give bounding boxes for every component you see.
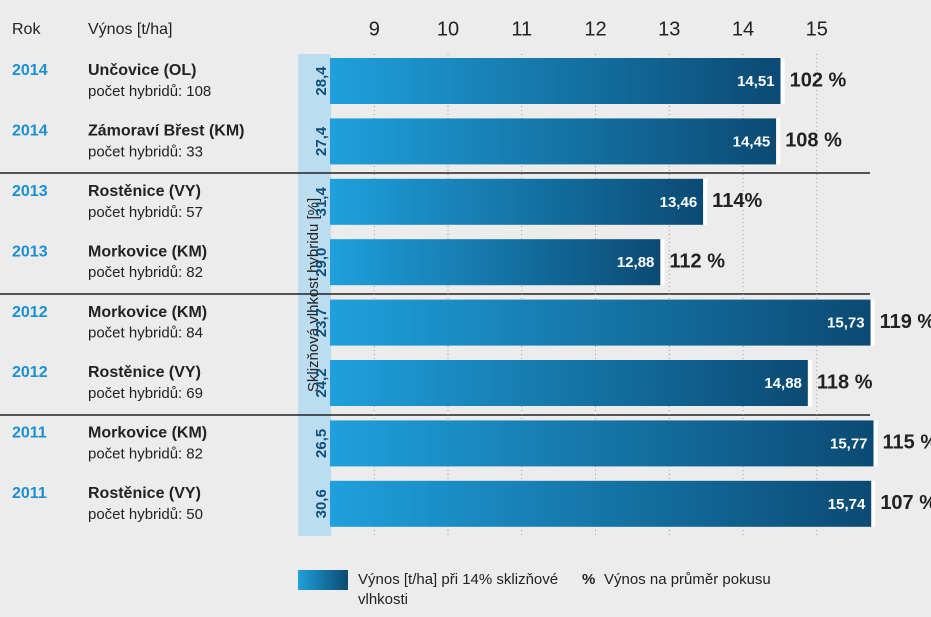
x-tick-label: 15: [806, 18, 828, 40]
location: Zámoraví Břest (KM): [88, 123, 244, 140]
hybrid-count-label: počet hybridů:: [88, 143, 182, 160]
hybrid-count: počet hybridů: 82: [88, 445, 203, 462]
percent-label: 108 %: [785, 130, 842, 152]
hybrid-count: počet hybridů: 69: [88, 385, 203, 402]
hybrid-count: počet hybridů: 57: [88, 204, 203, 221]
year: 2011: [12, 425, 47, 442]
bar-gap: [660, 239, 665, 286]
location: Morkovice (KM): [88, 425, 207, 442]
moisture-label: Sklizňová vlhkost hybridu [%]: [305, 198, 322, 392]
x-tick-label: 12: [584, 18, 606, 40]
hybrid-count-value: 33: [186, 143, 203, 160]
bar: [330, 118, 777, 165]
x-tick-label: 9: [369, 18, 380, 40]
hybrid-count: počet hybridů: 108: [88, 83, 211, 100]
bar: [330, 299, 871, 346]
location: Rostěnice (VY): [88, 485, 201, 502]
percent-label: 115 %: [883, 432, 931, 454]
percent-label: 112 %: [669, 250, 725, 272]
bar-gap: [873, 420, 878, 467]
bar-gap: [870, 299, 875, 346]
hybrid-count-label: počet hybridů:: [88, 83, 182, 100]
x-tick-label: 10: [437, 18, 459, 40]
percent-label: 118 %: [817, 371, 873, 393]
bar-gap: [776, 118, 781, 165]
percent-label: 114%: [712, 190, 762, 212]
x-tick-label: 14: [732, 18, 754, 40]
hybrid-count-label: počet hybridů:: [88, 385, 182, 402]
legend-percent-symbol: %: [582, 571, 595, 588]
year: 2013: [12, 183, 48, 200]
legend-label: Výnos [t/ha] při 14% sklizňové vlhkosti: [358, 571, 558, 608]
bar: [330, 480, 872, 527]
x-tick-label: 13: [658, 18, 680, 40]
bar-value-label: 13,46: [660, 194, 698, 211]
hybrid-count-value: 82: [186, 264, 203, 281]
year: 2012: [12, 364, 48, 381]
bar: [330, 58, 781, 104]
moisture-value: 27,4: [313, 126, 330, 156]
year: 2014: [12, 123, 48, 140]
hybrid-count-label: počet hybridů:: [88, 445, 182, 462]
bar-value-label: 14,88: [764, 375, 802, 392]
bar-value-label: 15,74: [828, 496, 866, 513]
year: 2014: [12, 62, 48, 79]
location: Rostěnice (VY): [88, 364, 201, 381]
legend-swatch: [298, 570, 348, 590]
year: 2013: [12, 243, 48, 260]
moisture-value: 31,4: [313, 187, 330, 217]
bar: [330, 239, 661, 286]
hybrid-count: počet hybridů: 50: [88, 506, 203, 523]
hybrid-count-value: 69: [186, 385, 203, 402]
hybrid-count-value: 82: [186, 445, 203, 462]
legend-line: Výnos [t/ha] při 14% sklizňové: [358, 571, 558, 588]
hybrid-count-value: 57: [186, 204, 203, 221]
bar-value-label: 15,77: [830, 435, 868, 452]
percent-label: 119 %: [880, 311, 931, 333]
bar-gap: [780, 58, 785, 104]
hybrid-count: počet hybridů: 82: [88, 264, 203, 281]
moisture-value: 24,2: [313, 368, 330, 397]
moisture-column: [298, 54, 331, 536]
bar: [330, 420, 874, 467]
hybrid-count-label: počet hybridů:: [88, 506, 182, 523]
hybrid-count-label: počet hybridů:: [88, 264, 182, 281]
bar-value-label: 12,88: [617, 254, 655, 271]
bar-gap: [871, 480, 876, 527]
hybrid-count-value: 108: [186, 83, 211, 100]
moisture-value: 26,5: [313, 429, 330, 458]
x-tick-label: 11: [511, 18, 532, 40]
moisture-value: 28,4: [313, 66, 330, 96]
location: Morkovice (KM): [88, 304, 207, 321]
hybrid-count: počet hybridů: 84: [88, 325, 203, 342]
hybrid-count-label: počet hybridů:: [88, 325, 182, 342]
moisture-value: 23,7: [313, 308, 330, 337]
bar: [330, 360, 808, 406]
header-yield: Výnos [t/ha]: [88, 21, 173, 38]
location: Unčovice (OL): [88, 62, 196, 79]
bar-value-label: 14,45: [733, 133, 771, 150]
header-year: Rok: [12, 21, 41, 38]
moisture-value: 30,6: [313, 489, 330, 518]
hybrid-count-value: 84: [186, 325, 203, 342]
year: 2012: [12, 304, 48, 321]
moisture-value: 29,0: [313, 248, 330, 277]
bar-gap: [807, 360, 812, 406]
year: 2011: [12, 485, 47, 502]
bar: [330, 178, 704, 225]
bar-gap: [703, 178, 708, 225]
percent-label: 102 %: [790, 69, 847, 91]
location: Rostěnice (VY): [88, 183, 201, 200]
legend-percent-label: Výnos na průměr pokusu: [604, 571, 771, 588]
percent-label: 107 %: [880, 492, 931, 514]
legend-line: vlhkosti: [358, 591, 408, 608]
location: Morkovice (KM): [88, 243, 207, 260]
hybrid-count: počet hybridů: 33: [88, 143, 203, 160]
hybrid-count-label: počet hybridů:: [88, 204, 182, 221]
bar-value-label: 14,51: [737, 73, 775, 90]
bar-value-label: 15,73: [827, 315, 865, 332]
hybrid-count-value: 50: [186, 506, 203, 523]
